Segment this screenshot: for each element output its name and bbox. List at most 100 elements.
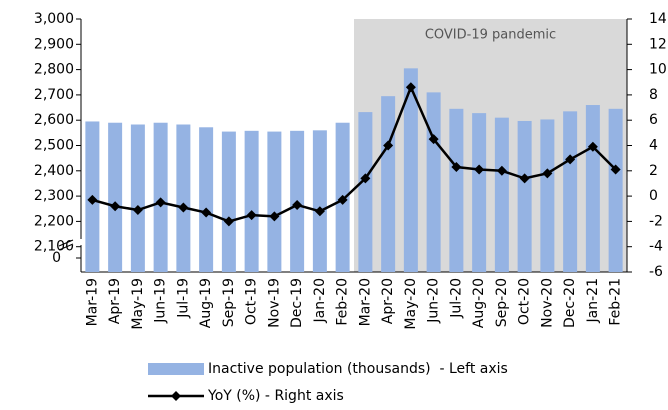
x-tick-label: Jan-20 bbox=[312, 278, 328, 323]
y2-tick-label: 4 bbox=[649, 138, 658, 154]
x-tick-label: Sep-20 bbox=[494, 278, 510, 327]
marker bbox=[405, 82, 416, 93]
marker bbox=[610, 164, 621, 175]
bar bbox=[153, 122, 168, 272]
y-tick-label: 2,100 bbox=[34, 239, 74, 255]
x-tick-label: Apr-20 bbox=[380, 278, 396, 324]
marker bbox=[496, 165, 507, 176]
x-tick-label: Oct-19 bbox=[244, 278, 260, 325]
marker bbox=[269, 211, 280, 222]
x-tick-label: May-20 bbox=[403, 278, 419, 330]
marker bbox=[110, 201, 121, 212]
y2-tick-label: 8 bbox=[649, 87, 658, 103]
x-tick-label: Jun-19 bbox=[153, 278, 169, 324]
y-tick-label: 2,900 bbox=[34, 36, 74, 52]
marker bbox=[292, 199, 303, 210]
marker bbox=[223, 216, 234, 227]
marker bbox=[428, 134, 439, 145]
marker bbox=[314, 206, 325, 217]
x-tick-label: Mar-19 bbox=[84, 278, 100, 326]
x-tick-label: Nov-19 bbox=[266, 278, 282, 328]
bar bbox=[449, 108, 464, 272]
marker bbox=[383, 140, 394, 151]
x-tick-label: Dec-19 bbox=[289, 278, 305, 328]
legend-label: YoY (%) - Right axis bbox=[207, 388, 344, 404]
x-tick-label: Aug-20 bbox=[471, 278, 487, 328]
x-tick-label: Mar-20 bbox=[357, 278, 373, 326]
marker bbox=[201, 207, 212, 218]
marker bbox=[587, 141, 598, 152]
y2-tick-label: 6 bbox=[649, 112, 658, 128]
y-tick-label: 2,400 bbox=[34, 163, 74, 179]
x-tick-label: Jan-21 bbox=[585, 278, 601, 323]
bar bbox=[608, 108, 623, 272]
y-tick-label: 2,800 bbox=[34, 62, 74, 78]
bar bbox=[517, 120, 532, 272]
x-tick-label: Feb-21 bbox=[608, 278, 624, 326]
x-tick-label: Apr-19 bbox=[107, 278, 123, 324]
y-tick-label: 2,600 bbox=[34, 112, 74, 128]
legend-label: Inactive population (thousands) - Left a… bbox=[208, 361, 508, 377]
bar bbox=[108, 122, 123, 272]
y-tick-label: 2,500 bbox=[34, 138, 74, 154]
bar bbox=[585, 105, 600, 273]
bar bbox=[472, 113, 487, 272]
bar bbox=[381, 96, 396, 272]
y2-tick-label: 14 bbox=[649, 11, 667, 27]
x-tick-label: Aug-19 bbox=[198, 278, 214, 328]
legend-swatch bbox=[171, 391, 181, 401]
bar bbox=[130, 124, 145, 272]
bar bbox=[267, 131, 282, 272]
y2-tick-label: -4 bbox=[649, 239, 663, 255]
x-tick-label: Jul-19 bbox=[175, 278, 191, 319]
x-tick-label: Oct-20 bbox=[517, 278, 533, 325]
marker bbox=[360, 173, 371, 184]
legend-swatch bbox=[148, 363, 204, 375]
y-tick-label: 2,300 bbox=[34, 188, 74, 204]
marker bbox=[87, 194, 98, 205]
y2-tick-label: 2 bbox=[649, 163, 658, 179]
y-tick-label: 2,700 bbox=[34, 87, 74, 103]
marker bbox=[565, 154, 576, 165]
x-tick-label: Sep-19 bbox=[221, 278, 237, 327]
marker bbox=[474, 164, 485, 175]
marker bbox=[542, 168, 553, 179]
x-tick-label: May-19 bbox=[130, 278, 146, 330]
y2-tick-label: -2 bbox=[649, 213, 663, 229]
bar bbox=[563, 111, 578, 272]
bar bbox=[199, 127, 214, 272]
y-tick-label: 3,000 bbox=[34, 11, 74, 27]
y2-tick-label: 0 bbox=[649, 188, 658, 204]
axis-break bbox=[71, 239, 85, 245]
bar bbox=[358, 112, 373, 272]
axis-break bbox=[58, 243, 74, 251]
marker bbox=[519, 173, 530, 184]
bar bbox=[312, 130, 327, 272]
bar bbox=[494, 117, 509, 272]
bar bbox=[426, 92, 441, 273]
x-tick-label: Jun-20 bbox=[426, 278, 442, 324]
bar bbox=[540, 119, 555, 272]
shaded-region bbox=[354, 19, 627, 272]
y2-tick-label: -6 bbox=[649, 264, 663, 280]
bar bbox=[244, 130, 259, 272]
x-tick-label: Feb-20 bbox=[335, 278, 351, 326]
x-tick-label: Nov-20 bbox=[539, 278, 555, 328]
bar bbox=[221, 131, 236, 272]
y-tick-label: 2,200 bbox=[34, 213, 74, 229]
y-tick-label: 0 bbox=[52, 250, 61, 266]
y2-tick-label: 12 bbox=[649, 36, 667, 52]
marker bbox=[451, 162, 462, 173]
marker bbox=[178, 202, 189, 213]
x-tick-label: Jul-20 bbox=[448, 278, 464, 319]
marker bbox=[337, 194, 348, 205]
bar bbox=[176, 124, 191, 272]
annotation: COVID-19 pandemic bbox=[425, 28, 556, 43]
y2-tick-label: 10 bbox=[649, 62, 667, 78]
x-tick-label: Dec-20 bbox=[562, 278, 578, 328]
marker bbox=[155, 197, 166, 208]
axis-break bbox=[58, 239, 74, 247]
bar bbox=[403, 68, 418, 273]
marker bbox=[246, 210, 257, 221]
